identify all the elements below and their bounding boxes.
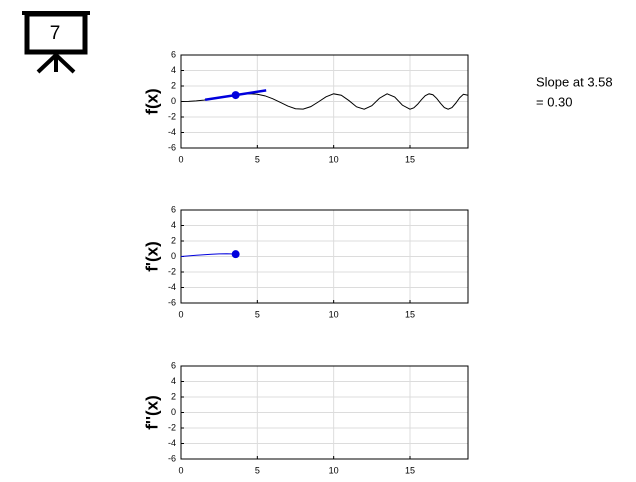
y-tick-label: 2 <box>171 235 176 245</box>
y-axis-label: f''(x) <box>142 395 161 430</box>
x-tick-label: 15 <box>405 309 415 319</box>
x-tick-label: 10 <box>329 154 339 164</box>
annotation: = 0.30 <box>536 94 573 109</box>
y-axis-label: f'(x) <box>142 241 161 271</box>
data-point <box>231 91 240 100</box>
x-tick-label: 5 <box>255 154 260 164</box>
x-tick-label: 5 <box>255 465 260 475</box>
y-tick-label: 0 <box>171 251 176 261</box>
x-tick-label: 10 <box>329 309 339 319</box>
icon-frame <box>24 11 88 55</box>
x-tick-label: 15 <box>405 154 415 164</box>
y-tick-label: -4 <box>168 282 176 292</box>
y-tick-label: 6 <box>171 360 176 370</box>
y-tick-label: 6 <box>171 49 176 59</box>
axes-box <box>180 365 469 460</box>
y-tick-label: 4 <box>171 376 176 386</box>
y-tick-label: -2 <box>168 111 176 121</box>
y-tick-label: 2 <box>171 391 176 401</box>
y-tick-label: -6 <box>168 453 176 463</box>
icon-leg <box>54 53 76 74</box>
x-tick-label: 0 <box>178 309 183 319</box>
y-tick-label: -6 <box>168 142 176 152</box>
y-axis-label: f(x) <box>142 88 161 114</box>
slide-icon[interactable]: 7 <box>22 11 90 74</box>
y-tick-label: -2 <box>168 266 176 276</box>
x-tick-label: 0 <box>178 154 183 164</box>
icon-leg <box>36 53 58 74</box>
icon-label: 7 <box>50 23 61 44</box>
x-tick-label: 15 <box>405 465 415 475</box>
y-tick-label: 4 <box>171 220 176 230</box>
annotation: Slope at 3.58 <box>536 74 613 89</box>
y-tick-label: -6 <box>168 297 176 307</box>
y-tick-label: 4 <box>171 65 176 75</box>
y-tick-label: -4 <box>168 438 176 448</box>
y-tick-label: -4 <box>168 127 176 137</box>
x-tick-label: 10 <box>329 465 339 475</box>
y-tick-label: 0 <box>171 96 176 106</box>
y-tick-label: 6 <box>171 204 176 214</box>
x-tick-label: 5 <box>255 309 260 319</box>
y-tick-label: 2 <box>171 80 176 90</box>
x-tick-label: 0 <box>178 465 183 475</box>
y-tick-label: 0 <box>171 407 176 417</box>
y-tick-label: -2 <box>168 422 176 432</box>
data-point <box>231 250 240 259</box>
